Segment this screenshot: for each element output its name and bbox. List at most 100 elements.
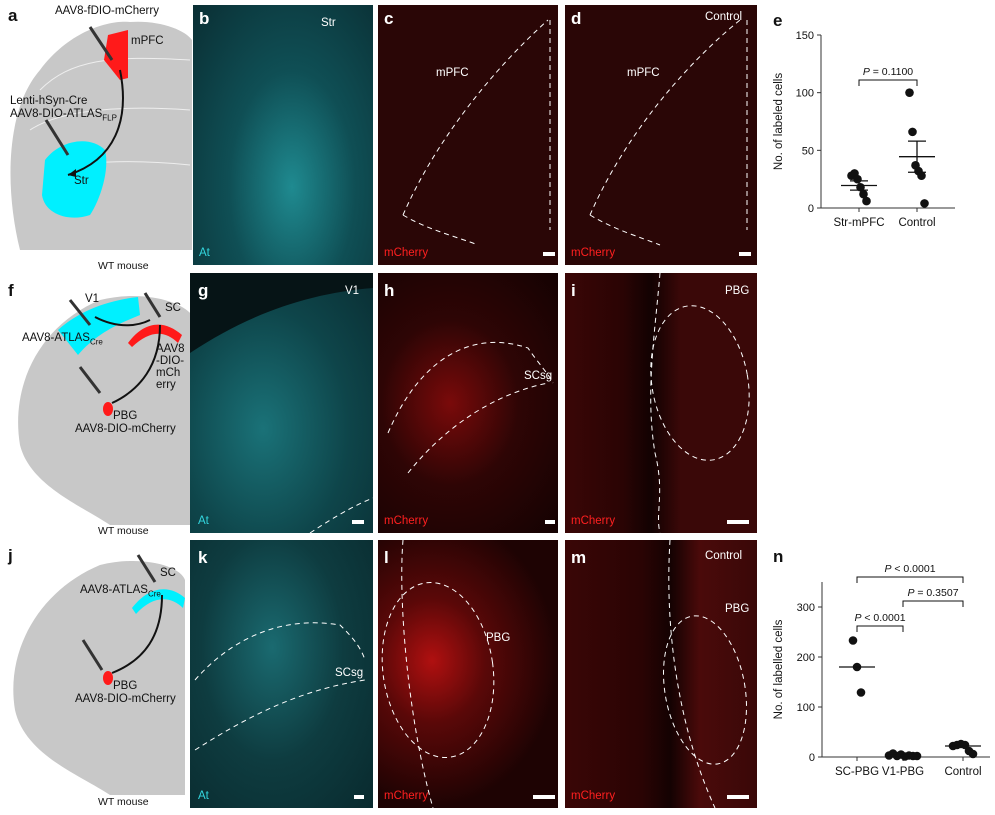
- region-label: PBG: [725, 285, 750, 297]
- injection-label: AAV8-ATLASCre: [80, 584, 161, 599]
- y-tick-label: 50: [802, 145, 814, 157]
- panel-letter: m: [571, 548, 587, 567]
- panel-letter: a: [8, 6, 18, 25]
- diagram-f: f V1 SC AAV8-ATLASCre AAV8 -DIO-mCh erry P…: [0, 275, 192, 540]
- x-tick-label: Control: [898, 217, 935, 229]
- syringe-icon: [68, 299, 92, 326]
- panel-letter: e: [773, 11, 783, 30]
- syringe-icon: [136, 554, 157, 583]
- syringe-icon: [78, 366, 102, 394]
- y-tick-label: 100: [797, 702, 815, 714]
- y-axis-label: No. of labelled cells: [773, 619, 785, 719]
- panel-letter: g: [198, 281, 209, 300]
- micrograph-m: m Control PBG mCherry: [565, 540, 757, 808]
- x-tick-label: Str-mPFC: [833, 217, 884, 229]
- y-tick-label: 300: [797, 602, 815, 614]
- region-label: PBG: [113, 410, 138, 422]
- panel-letter: j: [8, 546, 13, 565]
- y-tick-label: 200: [797, 652, 815, 664]
- brain-section-f: [18, 292, 192, 525]
- channel-label: mCherry: [384, 247, 429, 259]
- syringe-icon: [143, 292, 162, 318]
- panel-letter: l: [384, 548, 389, 567]
- caption: WT mouse: [98, 525, 149, 537]
- diagram-a: a AAV8-fDIO-mCherry mPFC Lenti-hSyn-Cre …: [0, 0, 192, 272]
- data-point: [856, 688, 866, 697]
- region-label: SC: [160, 567, 176, 579]
- chart-n: n 0 100 200 300 No. of labelled cells SC-PBG V…: [760, 540, 995, 810]
- scale-bar: [727, 795, 749, 799]
- panel-letter: i: [571, 281, 576, 300]
- data-point: [917, 171, 926, 181]
- panel-letter: c: [384, 9, 394, 28]
- region-label: V1: [345, 285, 360, 297]
- scale-bar: [545, 520, 555, 524]
- micrograph-d: d Control mPFC mCherry: [565, 5, 757, 265]
- y-axis-label: No. of labeled cells: [773, 73, 785, 170]
- region-label: mPFC: [436, 67, 469, 79]
- panel-letter: n: [773, 547, 784, 566]
- str-region: [42, 141, 107, 218]
- condition-label: Control: [705, 550, 743, 562]
- scale-bar: [543, 252, 555, 256]
- scale-bar: [727, 520, 749, 524]
- micrograph-g: g V1 At: [190, 273, 373, 533]
- micrograph-l: l PBG mCherry: [378, 540, 558, 808]
- v1-region: [58, 297, 140, 355]
- x-tick-label: Control: [944, 766, 981, 778]
- region-label: PBG: [113, 680, 138, 692]
- y-tick-label: 0: [808, 203, 814, 215]
- channel-label: mCherry: [571, 790, 616, 802]
- channel-label: At: [199, 247, 210, 259]
- panel-letter: d: [571, 9, 582, 28]
- scale-bar: [739, 252, 751, 256]
- pbg-region: [103, 402, 113, 416]
- micrograph-b: b Str At: [193, 5, 373, 265]
- micrograph-h: h SCsg mCherry: [378, 273, 558, 533]
- y-tick-label: 0: [809, 752, 815, 764]
- region-label: PBG: [725, 603, 750, 615]
- data-point: [848, 636, 858, 645]
- region-label: SCsg: [524, 370, 553, 382]
- data-point: [968, 749, 978, 759]
- syringe-icon: [88, 26, 114, 61]
- data-point: [908, 127, 917, 137]
- brain-section-j: [13, 554, 186, 795]
- region-label: Str: [321, 17, 336, 29]
- pbg-region: [103, 671, 113, 685]
- significance-bracket: [858, 79, 918, 86]
- injection-label: AAV8-ATLASCre: [22, 332, 103, 347]
- channel-label: At: [198, 515, 209, 527]
- region-label: PBG: [486, 632, 511, 644]
- p-value-label: P < 0.0001: [854, 612, 905, 624]
- channel-label: mCherry: [571, 247, 616, 259]
- diagram-j: j SC AAV8-ATLASCre PBG AAV8-DIO-mCherry …: [0, 540, 192, 810]
- channel-label: mCherry: [384, 790, 429, 802]
- micrograph-c: c mPFC mCherry: [378, 5, 558, 265]
- significance-bracket: [856, 576, 964, 583]
- sc-region: [132, 589, 185, 614]
- brain-section-a: [10, 21, 192, 250]
- scale-bar: [354, 795, 364, 799]
- injection-label: AAV8-DIO-mCherry: [75, 423, 176, 435]
- mpfc-region: [104, 30, 128, 80]
- channel-label: mCherry: [571, 515, 616, 527]
- micrograph-k: k SCsg At: [190, 540, 373, 808]
- chart-e-plot: 0 50 100 150 No. of labeled cells Str-mPFC Con…: [773, 30, 955, 229]
- caption: WT mouse: [98, 260, 149, 272]
- region-label: mPFC: [131, 35, 164, 47]
- region-label: Str: [74, 175, 89, 187]
- data-point: [905, 88, 914, 97]
- data-point: [862, 196, 871, 206]
- chart-n-plot: 0 100 200 300 No. of labelled cells SC-PBG V1-…: [773, 563, 990, 778]
- p-value-label: P = 0.3507: [907, 587, 958, 599]
- caption: WT mouse: [98, 796, 149, 808]
- sc-region: [128, 324, 182, 347]
- data-point: [853, 174, 862, 184]
- significance-bracket: [856, 625, 904, 632]
- data-point: [920, 199, 929, 208]
- syringe-icon: [44, 119, 70, 156]
- channel-label: mCherry: [384, 515, 429, 527]
- injection-label: AAV8-fDIO-mCherry: [55, 5, 159, 17]
